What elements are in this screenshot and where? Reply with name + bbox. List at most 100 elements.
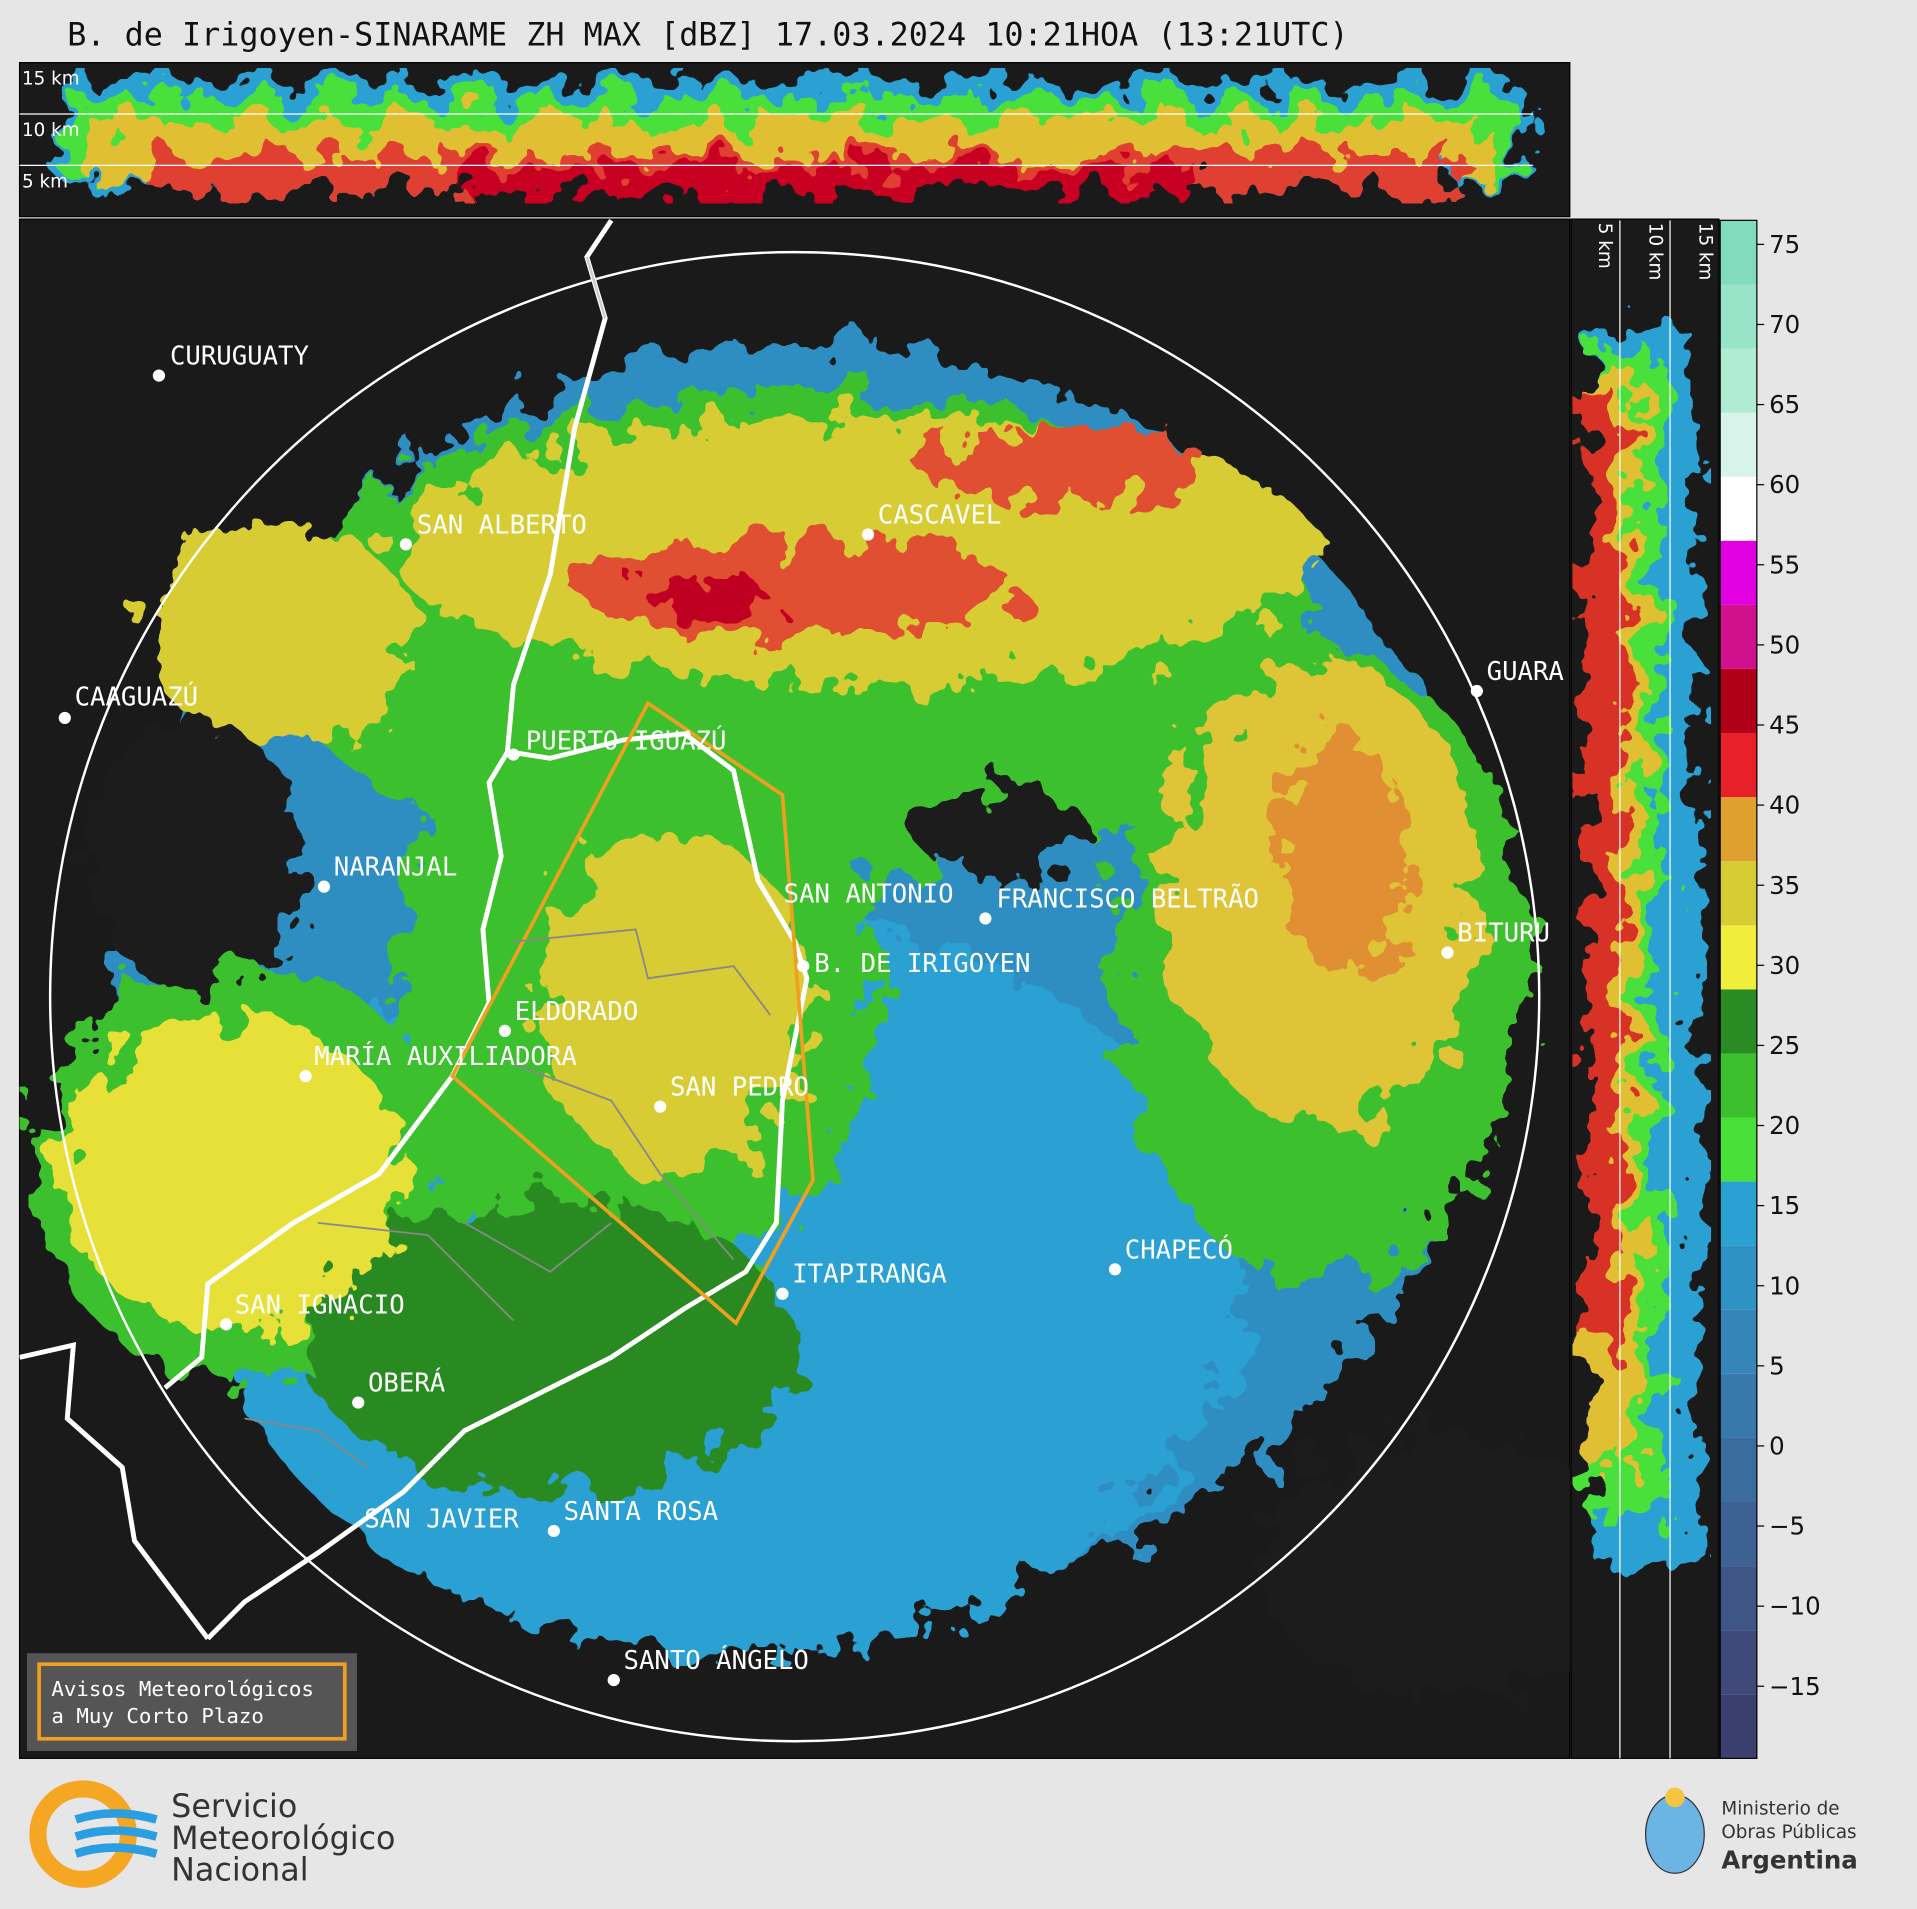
colorbar-band [1720,1053,1757,1118]
city-label: GUARA [1487,657,1564,687]
colorbar-tick-label: 60 [1769,470,1800,499]
city-label: PUERTO IGUAZÚ [526,725,727,757]
title: B. de Irigoyen-SINARAME ZH MAX [dBZ] 17.… [67,18,1348,54]
colorbar-band [1720,476,1757,541]
colorbar-tick-label: 70 [1769,310,1800,339]
city-dot [654,1100,667,1113]
colorbar: −15 −10 −5 0 5 10 15 20 25 30 35 40 45 50 55 60 65 70 75 [1719,219,1821,1759]
legend-frame [37,1662,347,1741]
city-dot [58,711,71,725]
range-ring [48,250,1541,1743]
height-label: 5 km [22,171,68,192]
colorbar-band [1720,604,1757,669]
city-label: SANTO ÁNGELO [624,1644,809,1676]
city-label: B. DE IRIGOYEN [814,949,1030,979]
colorbar-band [1720,925,1757,990]
height-label: 10 km [22,120,80,141]
colorbar-band [1720,733,1757,798]
colorbar-band [1720,1117,1757,1182]
city-label: SAN PEDRO [670,1073,809,1103]
footer-text: Argentina [1721,1845,1857,1874]
colorbar-tick-label: −15 [1769,1672,1821,1701]
city-layer: CURUGUATY SAN ALBERTO CAAGUAZÚ PUERTO IGUAZ… [58,342,1564,1687]
height-label: 15 km [22,69,80,90]
city-label: MARÍA AUXILIADORA [314,1040,577,1072]
colorbar-tick-label: 75 [1769,230,1800,259]
colorbar-frame [1719,219,1758,1759]
city-label: SAN IGNACIO [235,1290,405,1320]
city-dot [797,960,810,973]
colorbar-tick-label: 45 [1769,711,1800,740]
colorbar-band [1720,284,1757,349]
colorbar-band [1720,1245,1757,1310]
colorbar-tick-label: 10 [1769,1271,1800,1300]
city-label: FRANCISCO BELTRÃO [996,882,1259,914]
city-label: CAAGUAZÚ [75,681,199,713]
city-label: CASCAVEL [878,501,1002,531]
argentina-emblem [1644,1787,1705,1874]
colorbar-band [1720,348,1757,413]
colorbar-band [1720,1373,1757,1438]
legend-box [26,1653,357,1752]
borders [19,219,815,1641]
city-dot [1108,1263,1122,1276]
side-echo [1584,330,1700,1566]
city-dot [399,538,413,551]
city-dot [299,1070,312,1083]
colorbar-band [1720,668,1757,734]
height-label: 10 km [1644,223,1665,281]
city-dot [607,1673,620,1687]
colorbar-tick-label: −10 [1769,1592,1821,1621]
city-dot [498,1024,512,1038]
footer-text: Nacional [171,1853,308,1889]
colorbar-band [1720,1181,1757,1246]
footer-text: Meteorológico [171,1821,395,1857]
city-label: ITAPIRANGA [792,1260,946,1290]
colorbar-band [1720,540,1757,605]
city-label: BITURU [1457,919,1550,949]
colorbar-band [1720,220,1757,285]
colorbar-tick-label: 50 [1769,630,1800,659]
colorbar-tick-label: 30 [1769,951,1800,980]
colorbar-band [1720,1437,1757,1503]
footer-text: Ministerio de [1721,1799,1839,1820]
smn-logo [29,1780,158,1888]
city-label: OBERÁ [368,1367,445,1399]
city-dot [317,880,331,893]
city-label: SAN ANTONIO [784,880,954,910]
colorbar-band [1720,1566,1757,1631]
city-label: CURUGUATY [170,342,309,372]
city-label: ELDORADO [515,997,639,1027]
city-dot [152,369,166,382]
height-label: 15 km [1694,223,1715,281]
colorbar-tick-label: 15 [1769,1191,1800,1220]
city-dot [776,1287,789,1300]
colorbar-band [1720,1694,1757,1759]
city-label: NARANJAL [334,853,458,883]
city-label: SAN ALBERTO [417,510,587,540]
city-dot [547,1524,560,1538]
colorbar-tick-label: 5 [1769,1351,1785,1380]
colorbar-tick-label: 65 [1769,390,1800,419]
colorbar-band [1720,989,1757,1054]
colorbar-tick-label: 35 [1769,871,1800,900]
city-dot [1441,946,1454,959]
colorbar-band [1720,1630,1757,1695]
colorbar-tick-label: 25 [1769,1031,1800,1060]
city-label: SAN JAVIER [364,1504,519,1534]
cities: CURUGUATY SAN ALBERTO CAAGUAZÚ PUERTO IGUAZ… [58,342,1564,1687]
city-dot [352,1396,365,1409]
city-dot [979,912,992,925]
colorbar-band [1720,861,1757,926]
colorbar-tick-label: 20 [1769,1111,1800,1140]
colorbar-band [1720,797,1757,862]
city-dot [507,748,520,761]
colorbar-tick-label: 55 [1769,550,1800,579]
height-label: 5 km [1594,223,1615,269]
city-label: SANTA ROSA [564,1497,718,1527]
city-dot [1470,684,1483,698]
colorbar-band [1720,412,1757,477]
footer-text: Obras Públicas [1721,1822,1856,1843]
